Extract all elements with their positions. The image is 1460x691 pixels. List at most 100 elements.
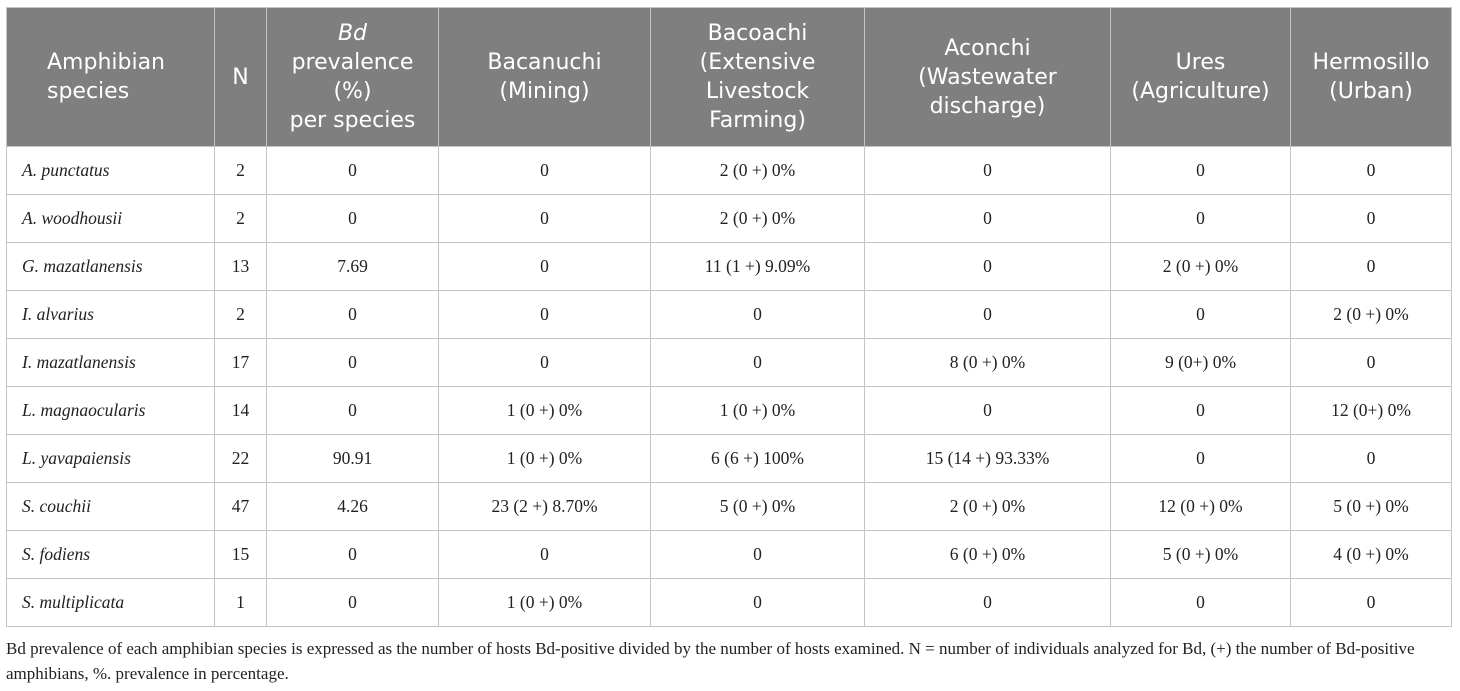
table-row: S. multiplicata 1 0 1 (0 +) 0% 0 0 0 0 [6,578,1452,627]
site-cell: 12 (0 +) 0% [1110,482,1291,531]
site-cell: 0 [438,146,651,195]
site-cell: 4 (0 +) 0% [1290,530,1452,579]
table-row: I. alvarius 2 0 0 0 0 0 2 (0 +) 0% [6,290,1452,339]
n-cell: 22 [214,434,267,483]
site-cell: 0 [1110,146,1291,195]
site-cell: 11 (1 +) 9.09% [650,242,865,291]
species-cell: A. punctatus [6,146,215,195]
n-cell: 2 [214,146,267,195]
n-cell: 15 [214,530,267,579]
prevalence-cell: 0 [266,194,439,243]
site-cell: 2 (0 +) 0% [650,194,865,243]
n-cell: 14 [214,386,267,435]
site-cell: 2 (0 +) 0% [864,482,1111,531]
site-cell: 5 (0 +) 0% [650,482,865,531]
site-cell: 0 [1110,194,1291,243]
site-cell: 5 (0 +) 0% [1290,482,1452,531]
site-cell: 6 (0 +) 0% [864,530,1111,579]
n-cell: 13 [214,242,267,291]
site-cell: 0 [438,290,651,339]
prevalence-cell: 0 [266,338,439,387]
site-cell: 2 (0 +) 0% [1110,242,1291,291]
header-prevalence-line3: per species [289,108,416,133]
site-cell: 0 [864,242,1111,291]
site-cell: 0 [438,530,651,579]
prevalence-cell: 0 [266,146,439,195]
header-site-hermosillo: Hermosillo (Urban) [1290,7,1452,147]
site-cell: 2 (0 +) 0% [650,146,865,195]
header-site-aconchi: Aconchi (Wastewater discharge) [864,7,1111,147]
site-cell: 0 [1290,194,1452,243]
header-site-bacanuchi: Bacanuchi (Mining) [438,7,651,147]
site-cell: 0 [1290,578,1452,627]
n-cell: 17 [214,338,267,387]
site-cell: 6 (6 +) 100% [650,434,865,483]
table-row: A. punctatus 2 0 0 2 (0 +) 0% 0 0 0 [6,146,1452,195]
species-cell: L. yavapaiensis [6,434,215,483]
table-row: S. fodiens 15 0 0 0 6 (0 +) 0% 5 (0 +) 0% 4 (0 … [6,530,1452,579]
site-cell: 0 [864,578,1111,627]
table-row: A. woodhousii 2 0 0 2 (0 +) 0% 0 0 0 [6,194,1452,243]
header-prevalence-bd: Bd [337,21,368,46]
site-cell: 0 [1290,242,1452,291]
header-prevalence-line1: prevalence [291,50,414,75]
prevalence-table: Amphibian species N Bd prevalence (%) pe… [6,7,1452,627]
n-cell: 2 [214,290,267,339]
site-cell: 1 (0 +) 0% [438,434,651,483]
prevalence-cell: 0 [266,386,439,435]
site-cell: 0 [1110,578,1291,627]
n-cell: 47 [214,482,267,531]
table-row: I. mazatlanensis 17 0 0 0 8 (0 +) 0% 9 (0+) 0%… [6,338,1452,387]
header-prevalence-line2: (%) [333,79,372,104]
site-cell: 0 [1290,146,1452,195]
header-species-line1: Amphibian [47,50,166,75]
table-row: L. magnaocularis 14 0 1 (0 +) 0% 1 (0 +) 0% 0… [6,386,1452,435]
site-cell: 0 [438,194,651,243]
species-cell: G. mazatlanensis [6,242,215,291]
n-cell: 2 [214,194,267,243]
site-cell: 1 (0 +) 0% [650,386,865,435]
table-row: S. couchii 47 4.26 23 (2 +) 8.70% 5 (0 +) 0%… [6,482,1452,531]
species-cell: A. woodhousii [6,194,215,243]
species-cell: I. mazatlanensis [6,338,215,387]
species-cell: L. magnaocularis [6,386,215,435]
site-cell: 23 (2 +) 8.70% [438,482,651,531]
prevalence-cell: 0 [266,530,439,579]
header-prevalence: Bd prevalence (%) per species [266,7,439,147]
table-body: A. punctatus 2 0 0 2 (0 +) 0% 0 0 0 A. woodhousi… [6,146,1452,627]
header-n: N [214,7,267,147]
species-cell: I. alvarius [6,290,215,339]
header-species: Amphibian species [6,7,215,147]
site-cell: 12 (0+) 0% [1290,386,1452,435]
site-cell: 8 (0 +) 0% [864,338,1111,387]
prevalence-cell: 0 [266,290,439,339]
site-cell: 15 (14 +) 93.33% [864,434,1111,483]
site-cell: 0 [650,578,865,627]
site-cell: 0 [1110,290,1291,339]
site-cell: 0 [1290,338,1452,387]
site-cell: 0 [864,194,1111,243]
site-cell: 0 [864,146,1111,195]
species-cell: S. couchii [6,482,215,531]
site-cell: 0 [650,530,865,579]
n-cell: 1 [214,578,267,627]
prevalence-cell: 4.26 [266,482,439,531]
site-cell: 9 (0+) 0% [1110,338,1291,387]
header-row: Amphibian species N Bd prevalence (%) pe… [6,7,1452,147]
header-site-ures: Ures (Agriculture) [1110,7,1291,147]
site-cell: 1 (0 +) 0% [438,386,651,435]
header-site-bacoachi: Bacoachi (Extensive Livestock Farming) [650,7,865,147]
prevalence-cell: 7.69 [266,242,439,291]
site-cell: 2 (0 +) 0% [1290,290,1452,339]
site-cell: 0 [1290,434,1452,483]
site-cell: 0 [1110,434,1291,483]
site-cell: 0 [650,338,865,387]
site-cell: 0 [864,386,1111,435]
site-cell: 0 [438,242,651,291]
site-cell: 0 [864,290,1111,339]
site-cell: 1 (0 +) 0% [438,578,651,627]
site-cell: 0 [438,338,651,387]
table-row: G. mazatlanensis 13 7.69 0 11 (1 +) 9.09% 0 2 … [6,242,1452,291]
prevalence-cell: 0 [266,578,439,627]
header-species-line2: species [47,79,130,104]
